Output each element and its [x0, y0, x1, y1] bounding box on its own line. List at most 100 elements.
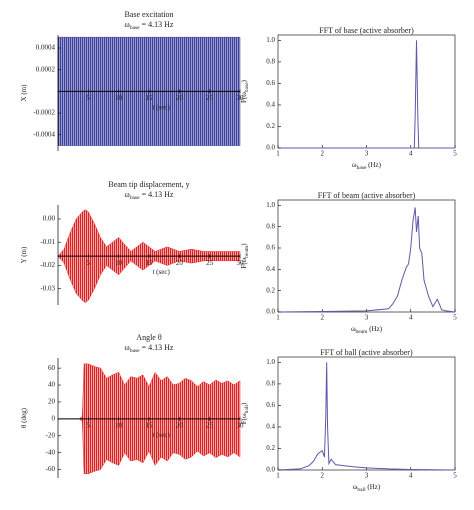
y-tick-label: 0.6 [266, 79, 275, 87]
x-axis-label-part: (Hz) [366, 161, 381, 169]
y-tick-label: -20 [46, 431, 56, 439]
y-axis-label-part: base [244, 82, 250, 92]
x-tick-label: 2 [321, 150, 325, 158]
y-tick-label: 0.0 [266, 308, 275, 316]
y-tick-label: -40 [46, 448, 56, 456]
y-axis-label-part: ball [244, 405, 250, 414]
x-axis-label-part: ω [351, 325, 356, 333]
y-tick-label: -0.02 [40, 261, 55, 269]
y-axis-label-part: F(ω [240, 92, 248, 103]
spectrum-line [278, 40, 455, 149]
x-tick-label: 4 [409, 150, 413, 158]
x-tick-label: 25 [206, 421, 214, 429]
panel-title-part: Angle θ [136, 333, 162, 342]
y-axis-label: θ (deg) [20, 407, 28, 428]
x-tick-label: 1 [276, 472, 280, 480]
x-tick-label: 15 [146, 259, 154, 267]
x-tick-label: 20 [176, 94, 184, 102]
x-tick-label: 10 [115, 421, 123, 429]
y-axis-label-part: ) [240, 402, 248, 405]
y-tick-label: 0.4 [266, 101, 275, 109]
y-tick-label: -0.0002 [33, 109, 55, 117]
panel-title: FFT of ball (active absorber) [320, 348, 413, 357]
y-tick-label: 0.8 [266, 380, 275, 388]
panel-subtitle-part: = 4.13 Hz [140, 190, 174, 199]
x-axis-label: ωbeam (Hz) [351, 325, 383, 336]
spectrum-line [277, 207, 456, 313]
y-tick-label: -0.01 [40, 238, 55, 246]
x-tick-label: 30 [237, 421, 245, 429]
plot-frame [277, 356, 456, 471]
panel-subtitle: ωbase = 4.13 Hz [125, 20, 174, 31]
x-tick-label: 2 [321, 314, 325, 322]
panel-subtitle: ωbase = 4.13 Hz [125, 343, 174, 354]
y-tick-label: 0.8 [266, 222, 275, 230]
x-axis-label-part: t (sec) [152, 268, 170, 276]
x-tick-label: 20 [176, 259, 184, 267]
panel-title: FFT of beam (active absorber) [318, 191, 416, 200]
panel-title: Base excitation [124, 10, 173, 19]
panel-subtitle-part: = 4.13 Hz [140, 343, 174, 352]
y-tick-label: 0.6 [266, 244, 275, 252]
y-tick-label: 0.0004 [36, 44, 56, 52]
panel-subtitle-part: base [130, 348, 140, 354]
x-axis-label-part: beam [356, 329, 369, 335]
spectrum-line [277, 362, 456, 471]
y-tick-label: 0.4 [266, 423, 275, 431]
panel-title: FFT of base (active absorber) [319, 26, 414, 35]
x-tick-label: 25 [206, 94, 214, 102]
x-axis-label-part: base [357, 165, 367, 171]
panel-title-part: FFT of ball (active absorber) [320, 348, 413, 357]
x-tick-label: 1 [276, 150, 280, 158]
panel-title: Angle θ [136, 333, 162, 342]
x-axis-label-part: ball [357, 487, 366, 493]
x-tick-label: 3 [365, 472, 369, 480]
x-tick-label: 5 [453, 472, 457, 480]
y-tick-label: 0 [52, 414, 56, 422]
y-tick-label: -0.0004 [33, 130, 55, 138]
y-axis-label-part: ) [240, 79, 248, 82]
x-tick-label: 1 [276, 314, 280, 322]
x-tick-label: 30 [237, 259, 245, 267]
x-tick-label: 15 [146, 421, 154, 429]
y-tick-label: -0.03 [40, 284, 55, 292]
x-axis-label-part: t (sec) [152, 103, 170, 111]
y-tick-label: 0.4 [266, 265, 275, 273]
y-tick-label: 0.2 [266, 122, 275, 130]
y-tick-label: 0.6 [266, 401, 275, 409]
y-tick-label: 40 [48, 381, 56, 389]
x-axis-label: ωbase (Hz) [352, 161, 382, 172]
x-axis-label-part: ω [352, 161, 357, 169]
panel-subtitle: ωbase = 4.13 Hz [125, 190, 174, 201]
x-axis-label: t (sec) [152, 103, 170, 111]
x-tick-label: 20 [176, 421, 184, 429]
panel-title-part: Beam tip displacement, y [108, 180, 189, 189]
y-tick-label: 0.00 [43, 215, 56, 223]
y-tick-label: 0.0 [266, 466, 275, 474]
y-axis-label-part: X (m) [20, 84, 28, 102]
panel-subtitle-part: ω [125, 190, 130, 199]
y-axis-label: F(ωbase) [240, 79, 251, 103]
x-tick-label: 5 [87, 94, 91, 102]
x-tick-label: 5 [87, 421, 91, 429]
x-tick-label: 5 [87, 259, 91, 267]
x-axis-label-part: (Hz) [366, 483, 381, 491]
x-tick-label: 4 [409, 472, 413, 480]
y-tick-label: 0.0002 [36, 65, 56, 73]
panel-subtitle-part: base [130, 195, 140, 201]
panel-title-part: FFT of beam (active absorber) [318, 191, 416, 200]
y-axis-label-part: Y (m) [20, 246, 28, 263]
y-axis-label-part: θ (deg) [20, 407, 28, 428]
y-axis-label-part: F(ω [240, 257, 248, 268]
x-tick-label: 4 [409, 314, 413, 322]
panel-title-part: Base excitation [124, 10, 173, 19]
panel-subtitle-part: = 4.13 Hz [140, 20, 174, 29]
y-tick-label: 1.0 [266, 36, 275, 44]
x-tick-label: 10 [115, 94, 123, 102]
x-tick-label: 15 [146, 94, 154, 102]
y-tick-label: 0.0 [266, 144, 275, 152]
x-tick-label: 2 [321, 472, 325, 480]
y-tick-label: 1.0 [266, 358, 275, 366]
y-axis-label: X (m) [20, 84, 28, 102]
